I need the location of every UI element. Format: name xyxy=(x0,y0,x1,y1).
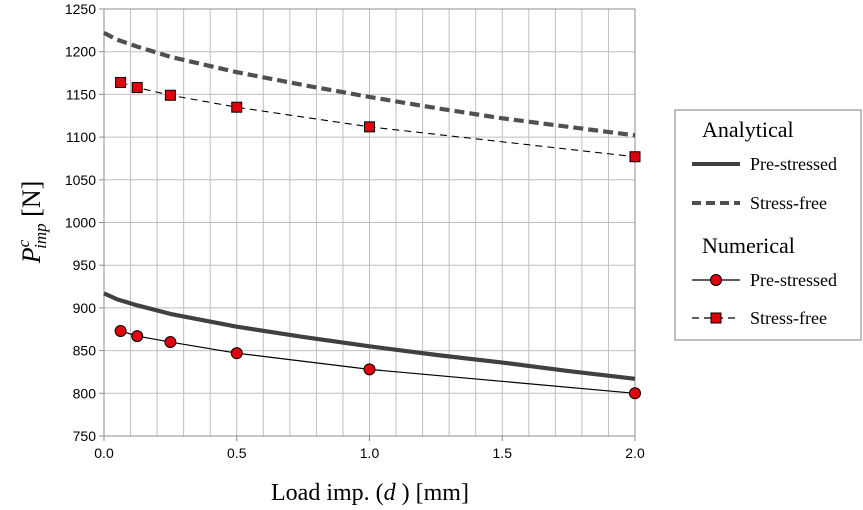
data-point-numerical-stress-free xyxy=(231,101,243,113)
y-tick-label: 950 xyxy=(73,257,97,273)
x-axis-title-var: d xyxy=(384,480,397,506)
y-axis-title-unit: [N] xyxy=(17,181,46,224)
legend-header-numerical: Numerical xyxy=(702,233,795,258)
legend-label-analytical-pre-stressed: Pre-stressed xyxy=(750,154,837,174)
data-point-numerical-pre-stressed xyxy=(114,324,127,337)
y-axis-title: Pcimp [N] xyxy=(14,181,50,265)
x-tick-label: 0.0 xyxy=(94,445,114,461)
y-tick-label: 1050 xyxy=(65,172,96,188)
legend: Analytical Pre-stressed Stress-free Nume… xyxy=(674,109,862,341)
y-tick-label: 1200 xyxy=(65,44,96,60)
axes xyxy=(99,8,636,441)
x-tick-label: 0.5 xyxy=(227,445,247,461)
y-tick-label: 850 xyxy=(73,343,97,359)
tick-labels: 750 800 850 900 950 1000 1050 1100 1150 1200 1250 0… xyxy=(65,1,645,461)
y-tick-label: 800 xyxy=(73,385,97,401)
x-tick-label: 2.0 xyxy=(625,445,645,461)
data-point-numerical-stress-free xyxy=(364,121,375,133)
y-axis-title-sup: c xyxy=(14,239,33,247)
y-axis-title-var: P xyxy=(17,247,46,264)
data-point-numerical-pre-stressed xyxy=(363,363,376,376)
legend-box xyxy=(674,109,862,341)
data-point-numerical-pre-stressed xyxy=(131,330,144,343)
x-tick-label: 1.0 xyxy=(360,445,380,461)
x-axis-title-prefix: Load imp. ( xyxy=(271,480,384,506)
legend-label-numerical-pre-stressed: Pre-stressed xyxy=(750,270,837,290)
data-point-numerical-stress-free xyxy=(115,76,127,88)
data-point-numerical-pre-stressed xyxy=(230,347,243,360)
x-tick-label: 1.5 xyxy=(493,445,513,461)
data-point-numerical-pre-stressed xyxy=(629,387,641,400)
data-point-numerical-pre-stressed xyxy=(164,336,177,349)
y-tick-label: 1100 xyxy=(66,129,96,145)
legend-marker-numerical-pre-stressed xyxy=(710,274,722,286)
x-axis-title-suffix: ) [mm] xyxy=(396,480,469,506)
y-tick-label: 750 xyxy=(73,428,97,444)
y-tick-label: 1250 xyxy=(65,1,96,17)
series-line-numerical-pre-stressed xyxy=(120,330,636,394)
data-point-numerical-stress-free xyxy=(629,151,641,163)
y-tick-label: 1000 xyxy=(65,215,96,231)
data-point-numerical-stress-free xyxy=(131,82,143,94)
x-axis-title: Load imp. (d ) [mm] xyxy=(271,480,469,506)
series-line-numerical-stress-free xyxy=(120,81,636,158)
grid xyxy=(103,8,636,437)
legend-label-numerical-stress-free: Stress-free xyxy=(750,308,827,328)
y-tick-label: 1150 xyxy=(66,86,96,102)
series-layer xyxy=(103,31,641,400)
legend-label-analytical-stress-free: Stress-free xyxy=(750,193,827,213)
series-line-analytical-pre-stressed xyxy=(103,291,636,381)
legend-marker-numerical-stress-free xyxy=(710,312,722,324)
y-axis-title-sub: imp xyxy=(31,223,50,249)
data-point-numerical-stress-free xyxy=(164,89,176,101)
y-tick-label: 900 xyxy=(73,300,97,316)
legend-header-analytical: Analytical xyxy=(702,117,794,142)
